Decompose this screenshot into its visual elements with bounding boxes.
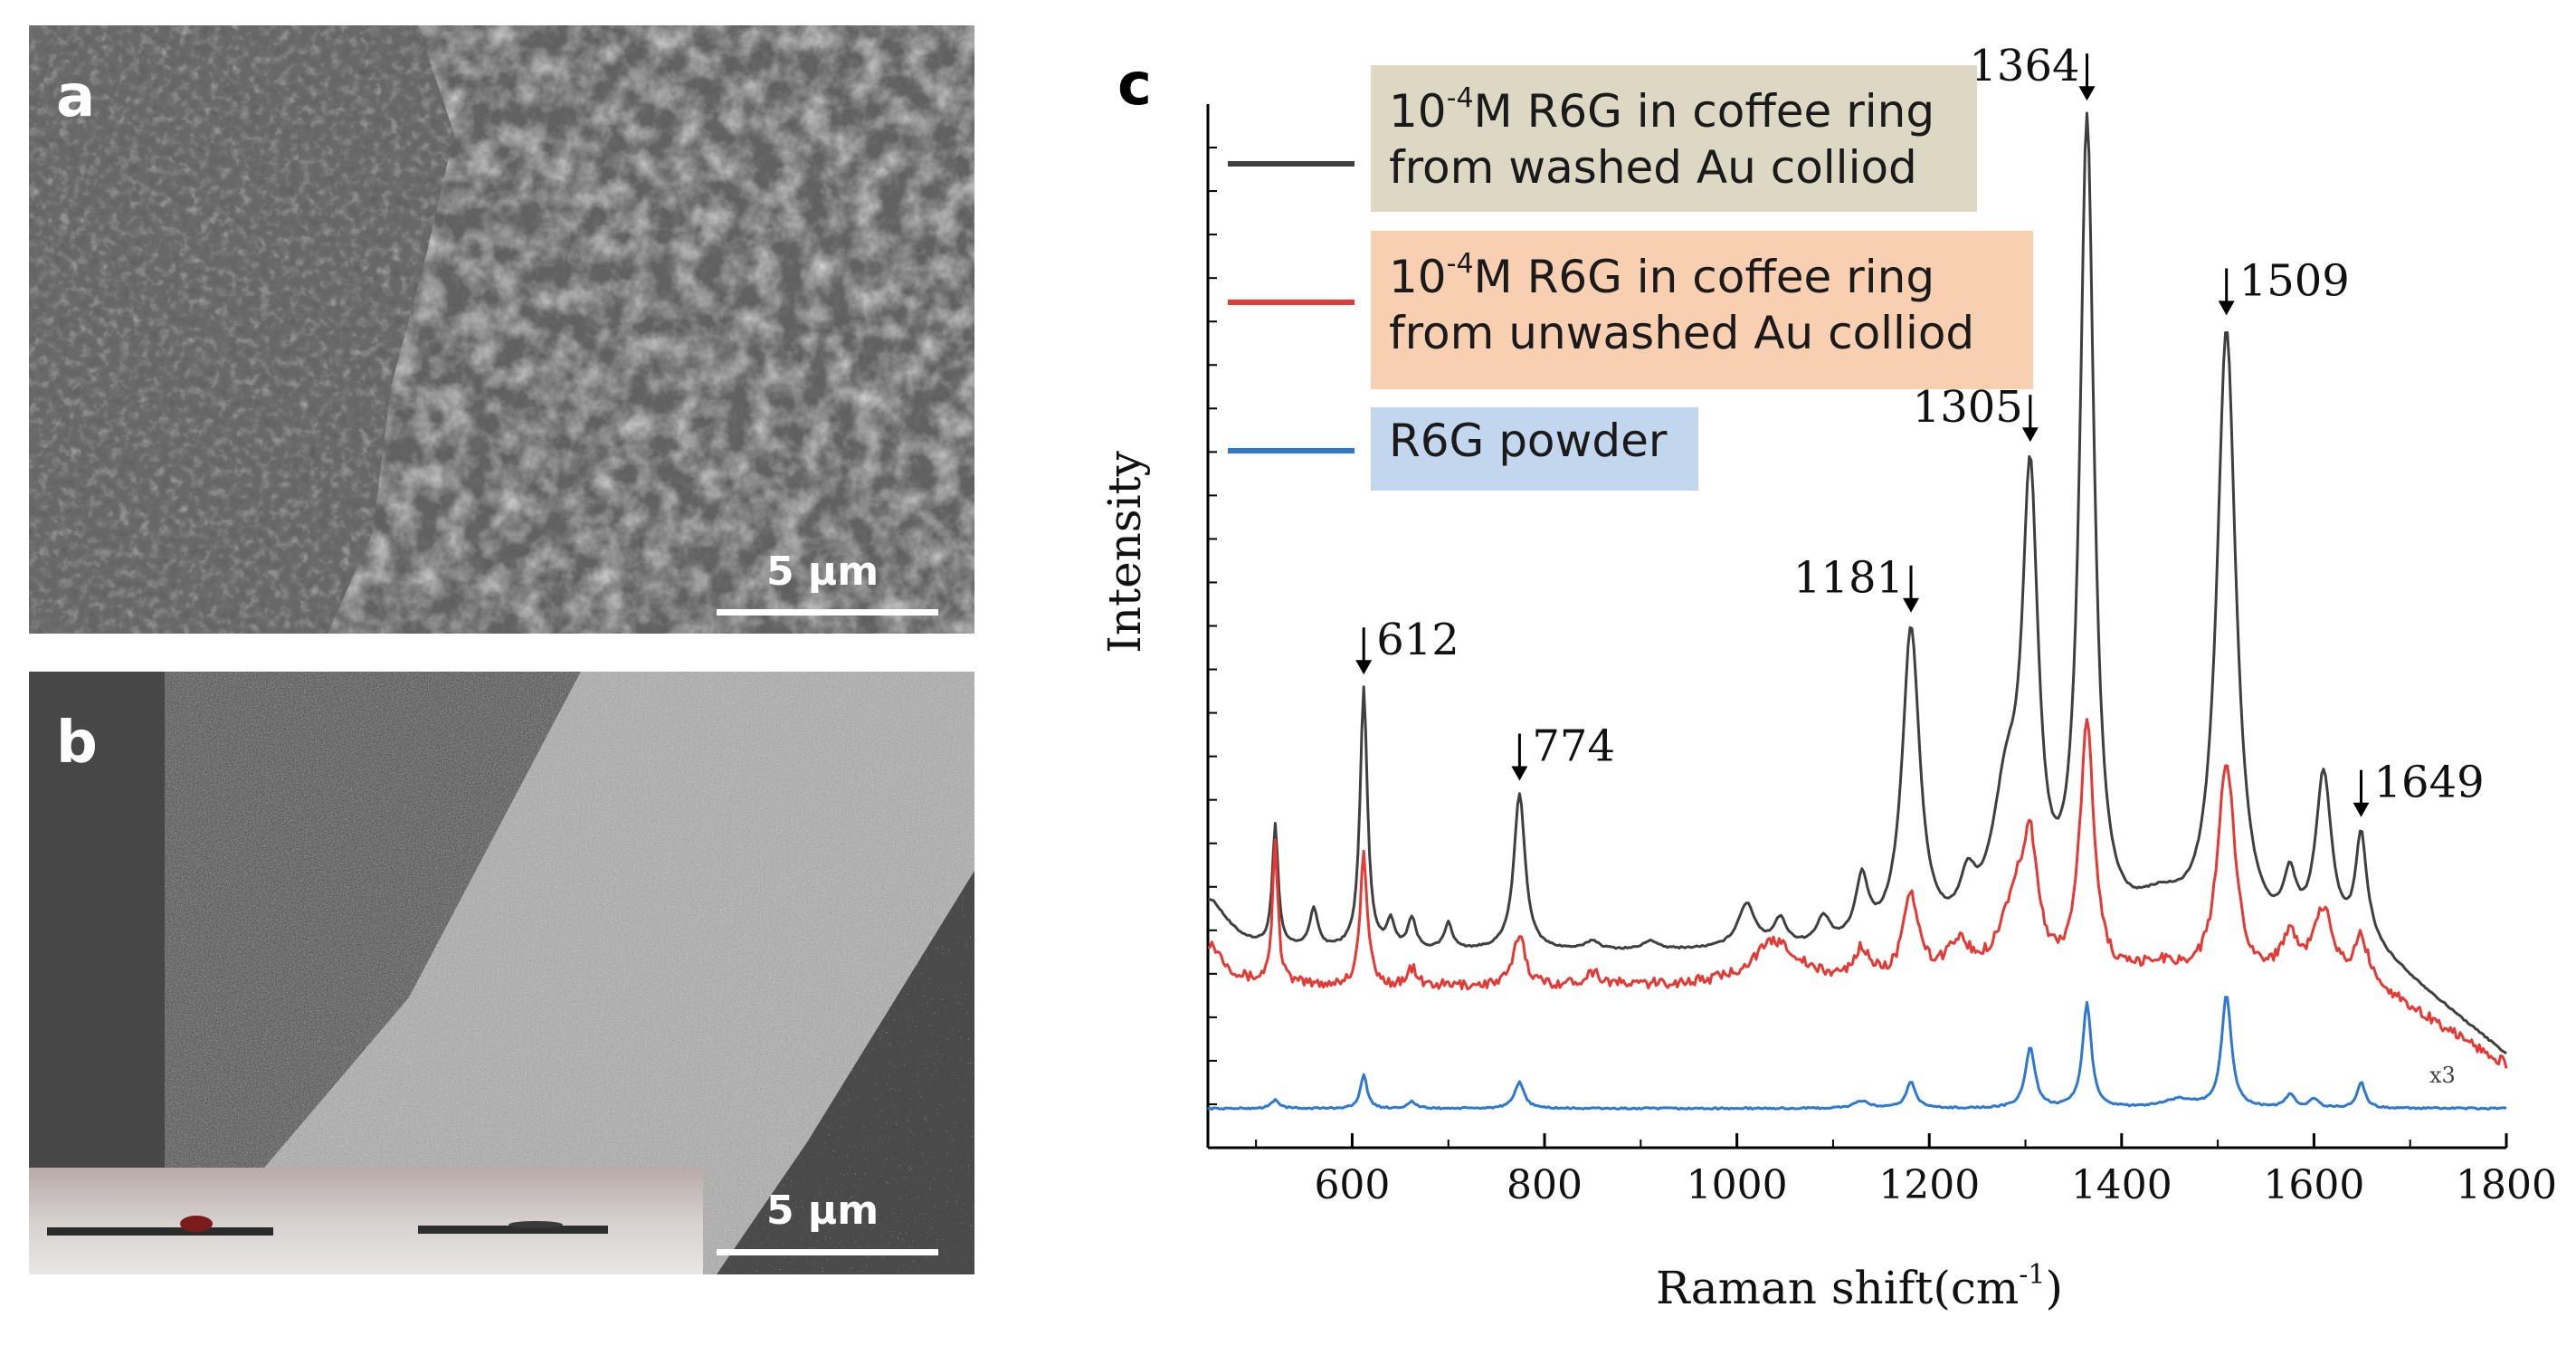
x-axis-label-close: ) [2046,1262,2064,1314]
legend-unwashed-line2: from unwashed Au colliod [1389,307,1975,359]
peak-label-612: 612 [1376,615,1459,665]
scale-bar-b [717,1249,938,1255]
legend-item-washed: 10-4M R6G in coffee ring from washed Au … [1371,65,1977,212]
legend-unwashed-rest: M R6G in coffee ring [1473,251,1935,303]
sem-image-a: a 5 µm [29,25,974,634]
inset-photo [29,1168,703,1274]
peak-label-1649: 1649 [2373,758,2484,808]
legend-item-unwashed: 10-4M R6G in coffee ring from unwashed A… [1371,231,2033,389]
peak-arrow-head-1649 [2353,802,2370,817]
scale-bar-label-b: 5 µm [766,1188,879,1234]
legend-powder-label: R6G powder [1389,415,1668,467]
legend-unwashed-sup: -4 [1446,248,1474,280]
x-tick-label-1200: 1200 [1878,1162,1980,1208]
peak-arrow-head-612 [1355,660,1373,675]
x-tick-label-1800: 1800 [2456,1162,2557,1208]
x-tick-label-1000: 1000 [1687,1162,1788,1208]
series-line-washed [1207,111,2507,1054]
panel-letter-a: a [56,63,96,130]
scale-bar-label-a: 5 µm [766,549,879,595]
legend-line-washed [1228,161,1355,167]
legend-line-unwashed [1228,300,1355,305]
legend-washed-rest: M R6G in coffee ring [1473,85,1935,138]
peak-label-1364: 1364 [1969,41,2079,91]
plot-area: 600 800 1000 1200 1400 1600 1800 x3 612 774 1181 13… [1206,41,2557,1208]
y-axis-label: Intensity [1098,450,1151,654]
legend-washed-line1: 10-4M R6G in coffee ring [1389,71,1963,139]
legend-washed-sup: -4 [1446,82,1474,114]
x-tick-label-600: 600 [1314,1162,1390,1208]
legend-unwashed-pre: 10 [1389,251,1447,303]
sem-texture-b [29,672,974,1274]
series-line-unwashed [1207,718,2508,1069]
peak-arrow-head-774 [1511,766,1528,781]
panel-letter-c: c [1117,52,1152,119]
peak-arrow-head-1305 [2021,427,2039,443]
legend-unwashed-line1: 10-4M R6G in coffee ring [1389,236,2019,305]
panel-letter-b: b [56,710,98,777]
legend-washed-line2: from washed Au colliod [1389,141,1917,194]
series-line-powder [1207,996,2507,1112]
x-tick-label-1600: 1600 [2263,1162,2364,1208]
peak-label-1305: 1305 [1913,382,2023,433]
peak-label-1509: 1509 [2239,255,2350,306]
raman-spectrum-chart: c 600 800 1000 1200 1400 1600 1800 x3 612 774 1181… [1098,41,2557,1314]
peak-arrow-head-1364 [2078,86,2096,101]
legend-washed-pre: 10 [1389,85,1447,138]
sem-image-b: b 5 µm [29,672,974,1274]
peak-label-774: 774 [1532,721,1615,772]
peak-arrow-head-1181 [1903,597,1920,613]
x-axis-label-sup: -1 [2019,1259,2045,1291]
peak-label-1181: 1181 [1793,553,1904,604]
legend-line-powder [1228,448,1355,453]
x-tick-label-1400: 1400 [2071,1162,2172,1208]
x-axis-label-main: Raman shift(cm [1656,1262,2019,1314]
peak-arrow-head-1509 [2218,301,2235,316]
scale-bar-a [717,609,938,615]
sem-texture-a [29,25,974,634]
x-axis-label: Raman shift(cm-1) [1656,1259,2063,1314]
legend-item-powder: R6G powder [1371,407,1698,491]
x-tick-label-800: 800 [1507,1162,1583,1208]
scale-note: x3 [2429,1063,2456,1088]
